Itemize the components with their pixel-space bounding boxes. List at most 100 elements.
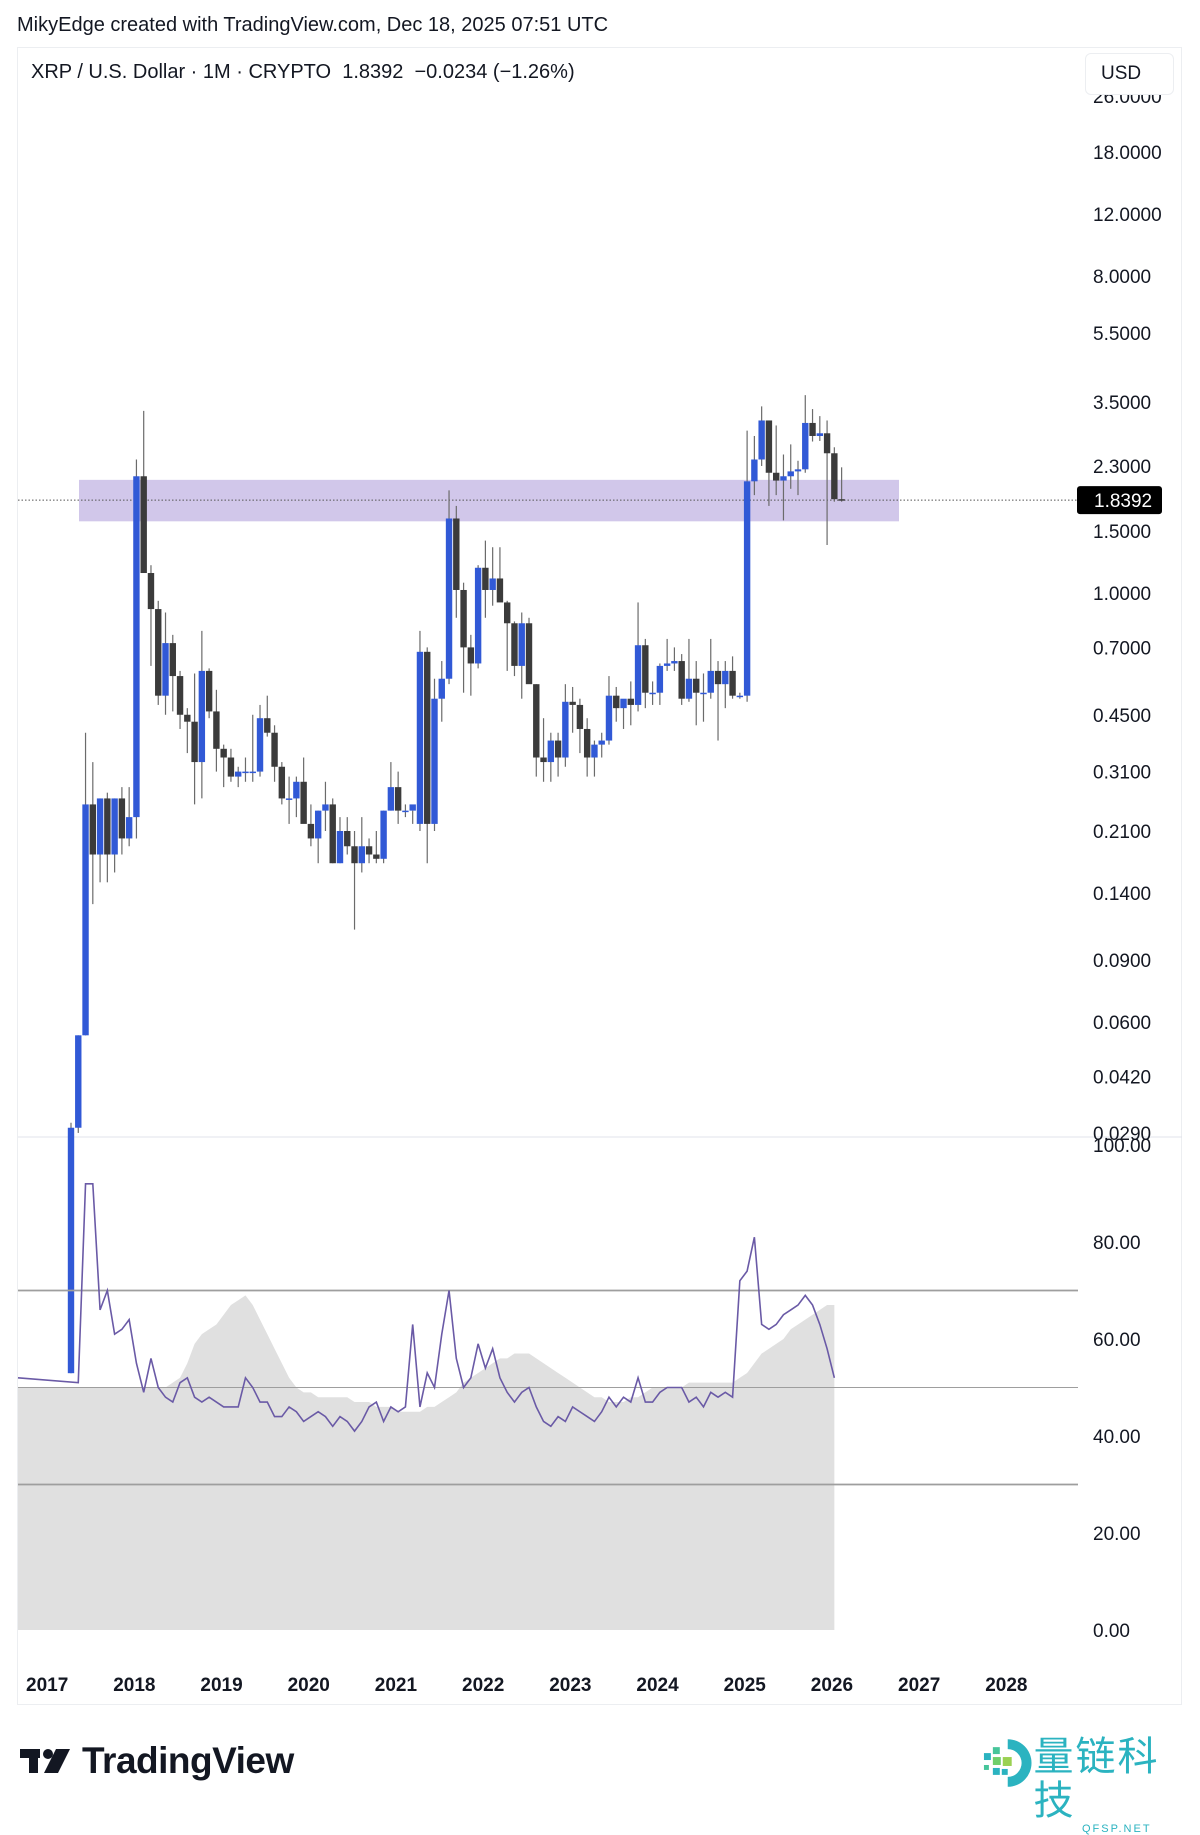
last-price: 1.8392 — [342, 61, 403, 83]
qfsp-logo-icon — [978, 1735, 1034, 1791]
candle-body — [242, 772, 248, 774]
time-axis-label: 2021 — [375, 1675, 418, 1696]
candle-body — [82, 804, 88, 1035]
candle-body — [97, 798, 103, 854]
symbol-legend[interactable]: XRP / U.S. Dollar · 1M · CRYPTO 1.8392 −… — [31, 61, 575, 84]
price-axis-label: 0.0900 — [1093, 951, 1151, 972]
candle-body — [409, 804, 415, 810]
rsi-axis-label: 40.00 — [1093, 1427, 1141, 1448]
candle-body — [126, 817, 132, 838]
candle-body — [577, 705, 583, 729]
price-axis-label: 0.7000 — [1093, 638, 1151, 659]
currency-button[interactable]: USD — [1085, 53, 1174, 95]
candle-body — [199, 671, 205, 762]
candle-body — [708, 671, 714, 693]
candle-body — [111, 798, 117, 854]
candle-body — [838, 499, 844, 501]
tradingview-wordmark: TradingView — [82, 1740, 294, 1782]
candle-body — [75, 1035, 81, 1127]
candle-body — [715, 671, 721, 684]
candle-body — [453, 518, 459, 589]
candle-body — [569, 702, 575, 705]
time-axis-label: 2026 — [811, 1675, 853, 1696]
price-axis-label: 0.4500 — [1093, 706, 1151, 727]
candle-body — [795, 469, 801, 471]
candle-body — [649, 693, 655, 695]
candle-body — [235, 772, 241, 777]
candle-body — [766, 420, 772, 472]
candle-body — [388, 787, 394, 811]
candle-body — [497, 578, 503, 602]
candle-body — [504, 602, 510, 623]
candle-body — [417, 652, 423, 824]
price-axis-label: 0.3100 — [1093, 763, 1151, 784]
price-axis-label: 0.0420 — [1093, 1067, 1151, 1088]
candle-body — [758, 420, 764, 459]
candle-body — [599, 741, 605, 745]
price-axis-label: 3.5000 — [1093, 393, 1151, 414]
candle-body — [475, 568, 481, 664]
time-axis-label: 2027 — [898, 1675, 940, 1696]
candle-body — [300, 782, 306, 824]
candle-body — [831, 453, 837, 499]
candle-body — [162, 643, 168, 696]
candle-body — [228, 758, 234, 777]
candle-body — [446, 518, 452, 678]
time-axis-label: 2023 — [549, 1675, 591, 1696]
candle-body — [184, 715, 190, 722]
candle-body — [591, 745, 597, 758]
candle-body — [191, 722, 197, 762]
candle-body — [722, 671, 728, 684]
candle-body — [511, 623, 517, 666]
candle-body — [279, 767, 285, 799]
candle-body — [635, 645, 641, 705]
candle-body — [620, 699, 626, 708]
candle-body — [308, 824, 314, 839]
candle-body — [213, 711, 219, 748]
time-axis-label: 2028 — [985, 1675, 1027, 1696]
rsi-axis-label: 0.00 — [1093, 1621, 1130, 1642]
candle-body — [664, 663, 670, 665]
time-axis-label: 2022 — [462, 1675, 504, 1696]
candle-body — [737, 696, 743, 698]
candle-body — [642, 645, 648, 692]
candle-body — [540, 758, 546, 763]
watermark-en: QFSP.NET — [1034, 1823, 1200, 1835]
time-axis-label: 2020 — [288, 1675, 330, 1696]
time-axis-label: 2025 — [724, 1675, 767, 1696]
candle-body — [751, 459, 757, 481]
candle-body — [533, 684, 539, 757]
candle-body — [468, 647, 474, 663]
candle-body — [373, 855, 379, 859]
candle-body — [628, 699, 634, 705]
candle-body — [104, 798, 110, 854]
candle-body — [489, 578, 495, 590]
candle-body — [257, 718, 263, 771]
price-axis-label: 8.0000 — [1093, 267, 1151, 288]
candle-body — [148, 573, 154, 609]
candle-body — [526, 623, 532, 684]
price-axis-label: 0.2100 — [1093, 822, 1151, 843]
candle-body — [700, 693, 706, 695]
rsi-axis-label: 100.00 — [1093, 1136, 1151, 1157]
candle-body — [678, 661, 684, 699]
candle-body — [613, 696, 619, 708]
candle-body — [802, 423, 808, 469]
candle-body — [460, 590, 466, 647]
tradingview-mark-icon — [20, 1747, 72, 1775]
candle-body — [729, 671, 735, 696]
candle-body — [519, 623, 525, 666]
candle-body — [402, 811, 408, 813]
candle-body — [657, 666, 663, 693]
candle-body — [773, 473, 779, 481]
candle-body — [90, 804, 96, 854]
candle-body — [133, 476, 139, 817]
symbol-label: XRP / U.S. Dollar · 1M · CRYPTO — [31, 61, 331, 83]
candle-body — [817, 433, 823, 436]
candle-body — [809, 423, 815, 436]
candle-body — [562, 702, 568, 758]
candle-body — [322, 804, 328, 810]
rsi-axis-label: 20.00 — [1093, 1524, 1141, 1545]
time-axis-label: 2017 — [26, 1675, 68, 1696]
